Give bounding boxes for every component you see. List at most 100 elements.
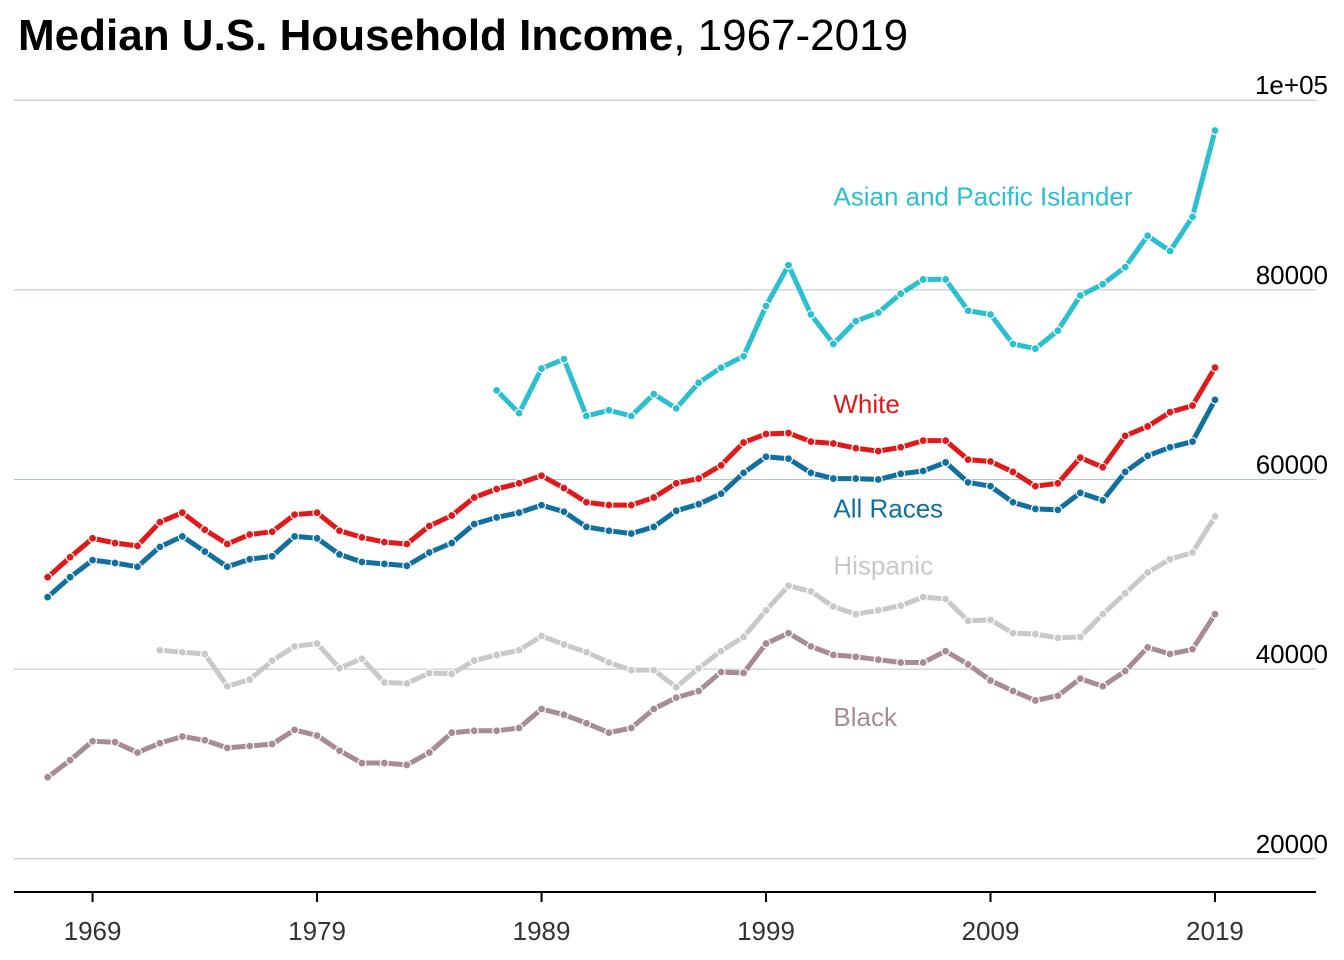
data-point <box>559 483 569 493</box>
data-point <box>492 650 502 660</box>
data-point <box>626 411 636 421</box>
series-label-all-races: All Races <box>833 493 943 523</box>
data-point <box>1120 431 1130 441</box>
data-point <box>357 758 367 768</box>
data-point <box>312 533 322 543</box>
data-point <box>1120 262 1130 272</box>
data-point <box>1030 695 1040 706</box>
series-lines <box>43 125 1220 782</box>
data-point <box>1210 609 1220 619</box>
data-point <box>851 609 861 619</box>
data-point <box>245 741 255 751</box>
y-tick-label: 80000 <box>1256 260 1328 290</box>
series-label-black: Black <box>833 702 898 732</box>
data-point <box>941 436 951 446</box>
y-axis: 20000 40000 60000 80000 1e+05 <box>1255 70 1328 859</box>
data-point <box>604 500 614 510</box>
data-point <box>424 748 434 758</box>
data-point <box>1210 395 1220 405</box>
x-tick-label: 2019 <box>1186 916 1244 946</box>
data-point <box>424 668 434 678</box>
data-point <box>290 531 300 542</box>
data-point <box>245 554 255 564</box>
data-point <box>761 301 771 311</box>
data-point <box>334 549 345 560</box>
data-point <box>918 274 928 285</box>
data-point <box>1098 495 1108 505</box>
data-point <box>828 438 838 449</box>
data-point <box>155 645 165 655</box>
data-point <box>65 552 75 562</box>
data-point <box>963 455 973 465</box>
data-point <box>132 748 143 758</box>
data-point <box>649 389 659 399</box>
x-tick-label: 1979 <box>288 916 346 946</box>
data-point <box>514 723 524 733</box>
data-point <box>312 508 322 518</box>
data-point <box>536 500 547 510</box>
data-point <box>267 527 277 537</box>
data-point <box>1120 666 1130 676</box>
data-point <box>245 674 255 685</box>
data-point <box>873 605 883 615</box>
data-point <box>828 339 838 349</box>
data-point <box>1143 421 1153 432</box>
data-point <box>222 562 232 572</box>
series-label-asian-and-pacific-islander: Asian and Pacific Islander <box>833 181 1133 211</box>
data-point <box>1053 478 1063 488</box>
series-line <box>45 611 1218 780</box>
data-point <box>379 537 389 547</box>
data-point <box>469 519 479 529</box>
data-point <box>851 473 861 484</box>
chart-title-main: Median U.S. Household Income <box>18 11 674 60</box>
data-point <box>604 405 614 415</box>
x-axis: 1969 1979 1989 1999 2009 2019 <box>14 891 1316 946</box>
data-point <box>783 581 794 591</box>
data-point <box>694 686 704 696</box>
data-point <box>132 562 143 572</box>
data-point <box>1030 504 1040 514</box>
data-point <box>536 631 547 641</box>
data-point <box>447 538 457 548</box>
series-line <box>494 128 1218 419</box>
data-point <box>1053 633 1063 643</box>
data-point <box>1165 442 1175 452</box>
data-point <box>87 533 98 543</box>
data-point <box>581 497 592 507</box>
data-point <box>200 649 210 659</box>
data-point <box>110 737 120 747</box>
data-point <box>783 628 794 638</box>
data-point <box>1075 488 1085 498</box>
data-point <box>738 351 749 361</box>
data-point <box>1075 674 1085 684</box>
data-point <box>447 728 457 738</box>
series-label-hispanic: Hispanic <box>833 550 933 580</box>
data-point <box>963 616 973 626</box>
data-point <box>514 508 524 518</box>
data-point <box>559 507 569 517</box>
data-point <box>469 656 479 666</box>
data-point <box>469 492 479 503</box>
data-point <box>1120 467 1130 477</box>
data-point <box>559 354 569 364</box>
data-point <box>559 639 569 650</box>
data-point <box>671 693 681 703</box>
data-point <box>469 726 479 736</box>
data-point <box>290 725 300 735</box>
data-point <box>1187 436 1198 447</box>
data-point <box>1165 649 1175 659</box>
data-point <box>222 539 232 549</box>
data-point <box>604 728 614 738</box>
data-point <box>761 429 771 439</box>
data-point <box>649 704 659 714</box>
data-point <box>132 541 143 551</box>
data-point <box>828 473 838 484</box>
data-point <box>1053 505 1063 515</box>
data-point <box>806 436 816 447</box>
data-point <box>1210 125 1220 136</box>
data-point <box>581 411 592 421</box>
data-point <box>424 547 434 558</box>
data-point <box>1008 467 1018 477</box>
chart-title-comma: , <box>673 11 698 60</box>
